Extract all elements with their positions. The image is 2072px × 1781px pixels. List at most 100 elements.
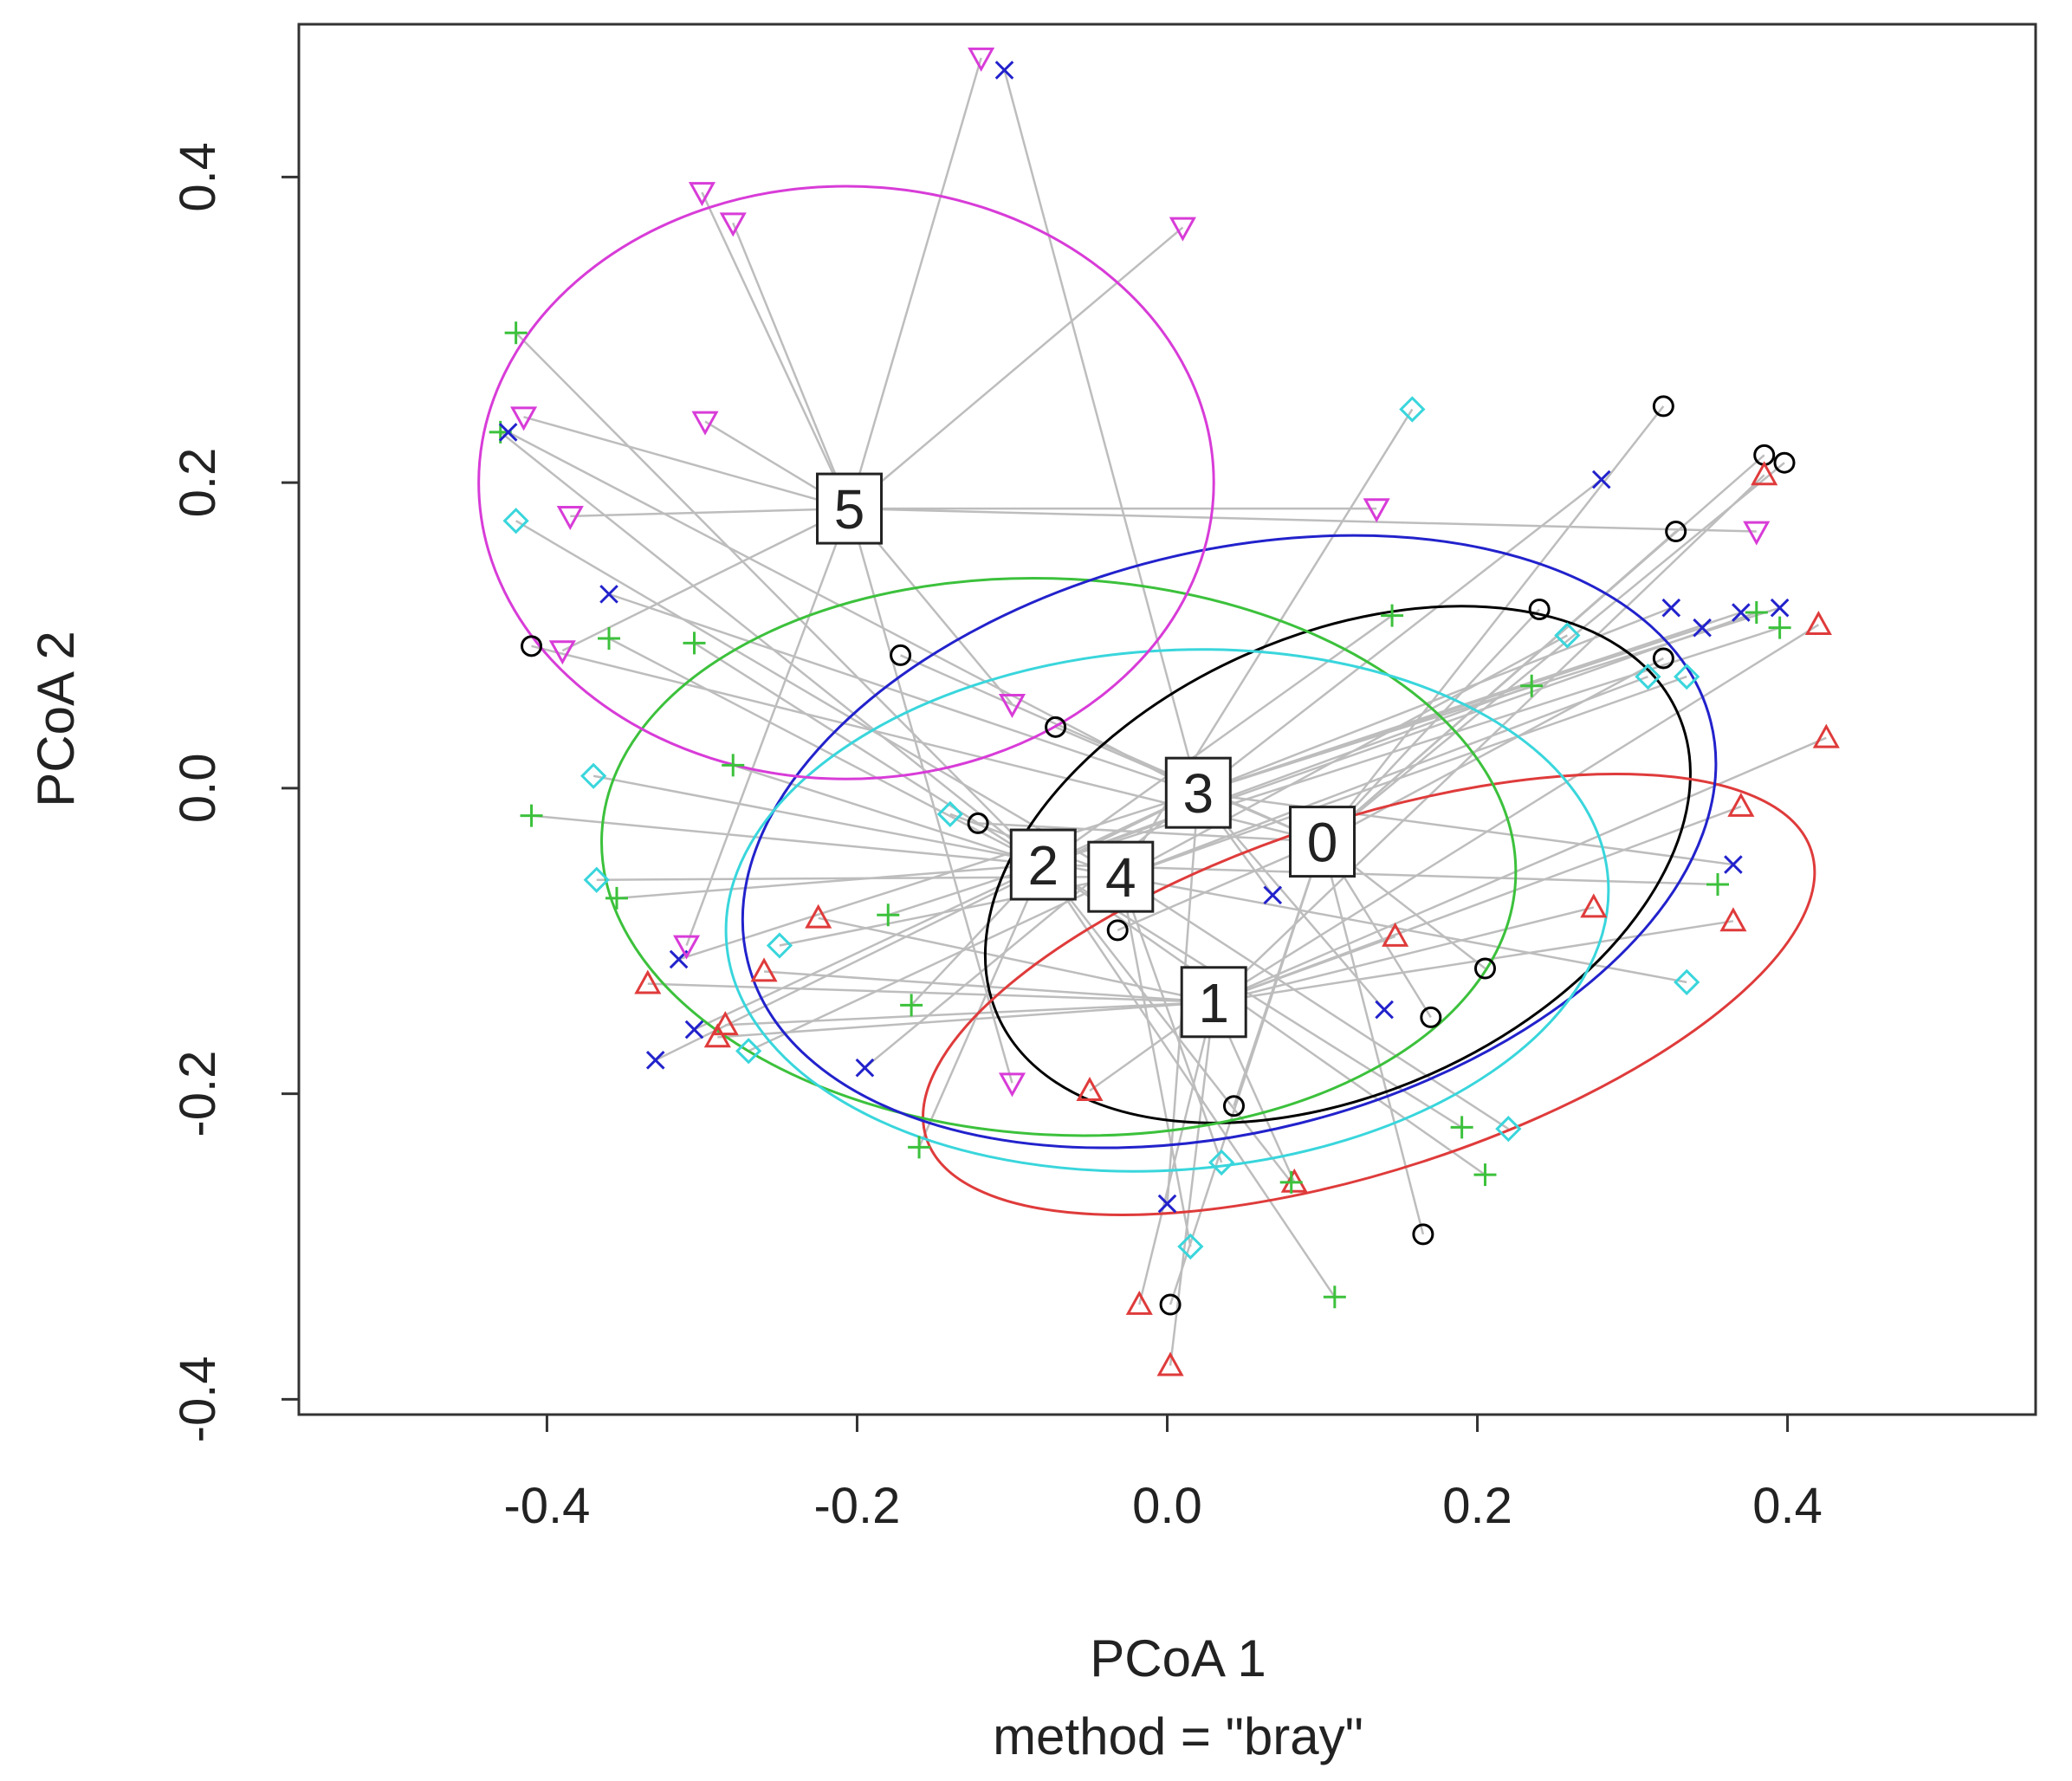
centroid-box-group-3 [1164,756,1232,829]
point-group-3 [1732,603,1751,622]
spider-line-group-4 [1120,675,1687,878]
spider-line-group-1 [717,1001,1214,1039]
point-group-4 [583,866,610,893]
spider-line-group-5 [523,416,850,510]
point-group-5 [672,935,701,960]
point-group-5 [556,506,584,531]
spider-line-group-3 [864,792,1200,1069]
centroid-box-group-2 [1009,828,1077,901]
point-group-3 [498,423,518,442]
point-group-0 [1045,716,1067,738]
y-tick-label: 0.4 [170,142,226,212]
point-group-2 [504,321,528,345]
point-group-4 [1177,1233,1204,1260]
point-group-1 [711,1011,739,1036]
point-group-4 [766,932,793,959]
spider-line-group-1 [1214,920,1734,1004]
point-group-2 [605,886,628,910]
point-group-5 [998,1072,1026,1098]
y-axis-title: PCoA 2 [27,631,85,806]
spider-line-group-2 [1042,864,1486,1176]
y-tick-label: 0.2 [170,448,226,518]
point-group-3 [1263,885,1283,905]
point-group-3 [684,1020,704,1039]
x-tick-label: -0.4 [503,1478,590,1534]
point-group-1 [1076,1076,1104,1101]
point-group-1 [1812,723,1840,748]
point-group-0 [1222,1095,1245,1117]
point-group-0 [1773,451,1796,474]
spider-line-group-3 [655,792,1199,1061]
point-group-5 [719,212,747,237]
spider-line-group-5 [570,507,850,518]
point-group-0 [1665,521,1687,543]
spider-line-group-4 [1120,875,1687,984]
point-group-5 [510,406,538,431]
spider-line-group-1 [647,982,1214,1004]
spider-line-group-2 [1042,864,1336,1298]
x-tick-label: 0.2 [1442,1478,1512,1534]
point-group-5 [1169,217,1196,242]
point-group-4 [936,800,963,827]
spider-line-group-1 [1213,624,1820,1003]
point-group-4 [1554,622,1581,649]
point-group-2 [598,627,621,651]
point-group-0 [1652,647,1674,670]
spider-line-group-1 [1213,474,1765,1003]
point-group-5 [548,640,576,665]
spider-line-group-4 [515,520,1122,878]
spider-line-group-0 [1321,530,1677,843]
spider-line-group-1 [1138,1001,1215,1305]
spider-line-group-3 [1197,606,1780,794]
spider-line-group-3 [1197,611,1742,794]
spider-line-group-3 [608,593,1199,794]
point-group-4 [1495,1116,1522,1143]
x-axis: -0.4 -0.2 0.0 0.2 0.4 [503,1413,1823,1534]
point-group-2 [1768,616,1791,639]
spider-line-group-3 [678,791,1199,961]
y-tick-label: -0.2 [170,1051,226,1137]
centroid-box-group-1 [1180,966,1247,1039]
spider-line-group-5 [732,222,851,509]
spider-line-group-3 [1197,606,1672,794]
spider-line-group-2 [515,332,1045,865]
spider-line-group-2 [732,764,1044,866]
spider-line-group-5 [685,508,851,946]
spider-line-group-4 [1119,876,1192,1247]
point-group-3 [1375,1000,1394,1020]
point-group-3 [1661,598,1681,618]
point-group-3 [1591,470,1611,489]
spider-lines [499,57,1827,1366]
data-points [489,47,1840,1376]
y-tick-label: -0.4 [170,1356,226,1442]
spider-line-group-2 [1042,864,1292,1183]
point-group-1 [1727,792,1755,817]
point-group-2 [1520,674,1544,697]
point-group-3 [1693,618,1712,638]
spider-line-group-2 [608,637,1044,866]
centroid-box-group-4 [1087,840,1155,913]
point-group-3 [1724,855,1743,874]
point-group-4 [1208,1149,1235,1176]
point-group-3 [645,1050,665,1070]
spider-line-group-4 [1120,876,1510,1130]
spider-line-group-1 [818,916,1214,1004]
spider-line-group-3 [1003,69,1200,793]
point-group-3 [855,1058,875,1078]
point-group-2 [683,631,706,655]
point-group-5 [691,411,719,436]
point-group-4 [502,508,529,534]
spider-line-group-0 [1321,841,1425,1235]
point-group-5 [998,693,1026,718]
point-group-0 [1159,1293,1182,1316]
point-group-0 [890,644,912,666]
point-group-3 [1770,598,1790,618]
point-group-4 [1399,396,1426,423]
centroid-box-group-5 [816,472,884,545]
ellipse-group-0 [983,605,1692,1124]
point-group-2 [722,754,745,777]
point-group-3 [599,585,618,604]
spider-line-group-4 [1119,876,1223,1163]
point-group-1 [750,957,778,982]
spider-line-group-1 [1213,736,1827,1003]
